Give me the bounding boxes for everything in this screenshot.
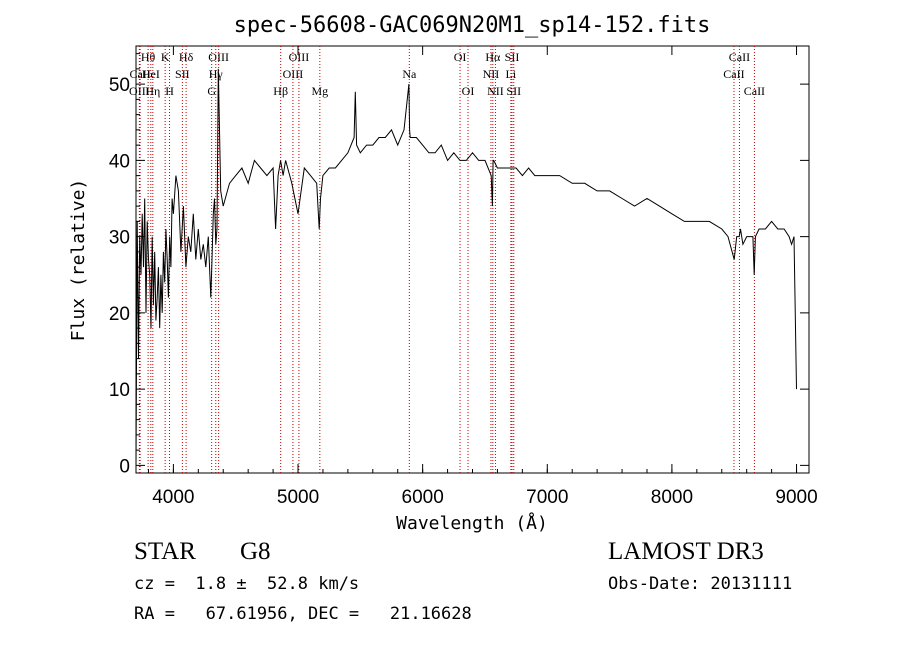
object-class: STAR — [134, 538, 196, 565]
line-marker-label: OIII — [129, 84, 150, 98]
line-marker-label: H — [165, 84, 174, 98]
y-tick-label: 30 — [109, 228, 130, 249]
line-marker-label: CaII — [729, 50, 750, 64]
line-marker-label: OIII — [283, 67, 304, 81]
y-axis-label: Flux (relative) — [68, 179, 89, 342]
line-marker-label: NII — [483, 67, 500, 81]
x-tick-label: 9000 — [775, 487, 817, 508]
series-line-spectrum — [135, 68, 797, 466]
line-marker-label: SII — [505, 50, 520, 64]
subclass: G8 — [240, 538, 271, 565]
line-marker-label: Mg — [311, 84, 328, 98]
y-tick-label: 40 — [109, 151, 130, 172]
coordinates-readout: RA = 67.61956, DEC = 21.16628 — [134, 604, 472, 624]
plot-frame — [135, 45, 810, 474]
line-marker-label: NII — [487, 84, 504, 98]
x-tick-label: 8000 — [651, 487, 693, 508]
x-tick-label: 5000 — [277, 487, 319, 508]
line-marker-label: Na — [402, 67, 417, 81]
line-marker-label: SII — [506, 84, 521, 98]
line-marker-label: CaII — [723, 67, 744, 81]
line-marker-label: SII — [175, 67, 190, 81]
x-tick-label: 6000 — [402, 487, 444, 508]
y-tick-label: 10 — [109, 380, 130, 401]
line-marker-label: Hη — [145, 84, 160, 98]
line-marker-label: HeI — [142, 67, 160, 81]
y-tick-label: 50 — [109, 75, 130, 96]
line-marker-label: Hθ — [141, 50, 156, 64]
obs-date: Obs-Date: 20131111 — [608, 574, 793, 594]
x-tick-label: 7000 — [526, 487, 568, 508]
line-marker-label: Hα — [485, 50, 501, 64]
survey-name: LAMOST DR3 — [608, 538, 764, 565]
chart-title: spec-56608-GAC069N20M1_sp14-152.fits — [234, 13, 711, 38]
line-marker-label: OI — [454, 50, 467, 64]
y-tick-label: 20 — [109, 304, 130, 325]
line-marker-label: OIII — [208, 50, 229, 64]
line-marker-label: OIII — [289, 50, 310, 64]
line-marker-label: K — [161, 50, 170, 64]
series-layer — [135, 68, 797, 466]
line-marker-label: CaII — [129, 67, 150, 81]
line-marker-label: Hγ — [209, 67, 224, 81]
x-axis-label: Wavelength (Å) — [396, 512, 548, 534]
line-marker-label: G — [207, 84, 216, 98]
line-marker-label: Hδ — [179, 50, 194, 64]
tick-layer: 4000 5000 6000 7000 8000 9000 0 10 20 30 40 50 — [109, 46, 818, 508]
y-tick-label: 0 — [119, 456, 130, 477]
line-marker-label: Li — [506, 67, 517, 81]
line-marker-label: Hβ — [273, 84, 288, 98]
x-tick-label: 4000 — [152, 487, 194, 508]
redshift-readout: cz = 1.8 ± 52.8 km/s — [134, 574, 360, 594]
line-marker-label: CaII — [744, 84, 765, 98]
line-marker-label: OI — [462, 84, 475, 98]
